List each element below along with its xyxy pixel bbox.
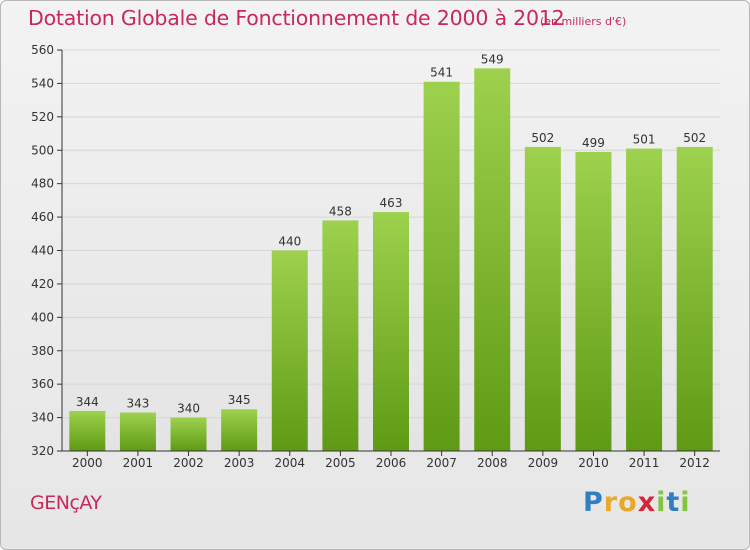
x-tick-label: 2010 xyxy=(578,456,609,470)
y-tick-label: 440 xyxy=(31,244,54,258)
bar-2012 xyxy=(676,146,713,452)
x-tick-label: 2007 xyxy=(426,456,457,470)
x-tick-label: 2001 xyxy=(123,456,154,470)
bar-2004 xyxy=(271,250,308,451)
logo-letter: o xyxy=(618,487,638,518)
bar-2010 xyxy=(575,151,612,451)
commune-name: GENçAY xyxy=(30,492,102,514)
y-tick-label: 520 xyxy=(31,110,54,124)
x-tick-label: 2011 xyxy=(629,456,660,470)
bar-2006 xyxy=(373,212,409,451)
bar-2000 xyxy=(69,410,106,451)
y-tick-label: 420 xyxy=(31,277,54,291)
x-tick-label: 2012 xyxy=(679,456,710,470)
y-tick-label: 360 xyxy=(31,377,54,391)
data-label: 463 xyxy=(380,196,403,210)
data-label: 499 xyxy=(582,136,605,150)
data-label: 502 xyxy=(683,131,706,145)
x-tick-label: 2005 xyxy=(325,456,356,470)
logo-letter: r xyxy=(603,487,619,518)
x-tick-label: 2002 xyxy=(173,456,204,470)
bar-2001 xyxy=(119,412,156,451)
proxiti-logo: Proxiti xyxy=(583,487,691,518)
data-label: 440 xyxy=(278,235,301,249)
y-tick-label: 380 xyxy=(31,344,54,358)
data-label: 345 xyxy=(228,393,251,407)
y-tick-label: 560 xyxy=(31,43,54,57)
data-labels: 344 343 340 345 440 458 463 541 549 502 499 501 502 xyxy=(76,52,706,415)
y-tick-label: 320 xyxy=(31,444,54,458)
bar-2003 xyxy=(221,409,258,451)
y-tick-label: 480 xyxy=(31,177,54,191)
y-tick-label: 400 xyxy=(31,310,54,324)
x-tick-label: 2004 xyxy=(274,456,305,470)
data-label: 458 xyxy=(329,204,352,218)
data-label: 501 xyxy=(633,133,656,147)
x-tick-label: 2003 xyxy=(224,456,255,470)
data-label: 340 xyxy=(177,402,200,416)
bar-2002 xyxy=(170,417,207,451)
x-tick-label: 2006 xyxy=(376,456,407,470)
data-label: 502 xyxy=(531,131,554,145)
y-tick-label: 500 xyxy=(31,143,54,157)
logo-letter: i xyxy=(656,487,667,518)
data-label: 541 xyxy=(430,66,453,80)
bar-2008 xyxy=(474,68,511,452)
chart-title: Dotation Globale de Fonctionnement de 20… xyxy=(28,6,565,30)
logo-letter: i xyxy=(680,487,691,518)
bars xyxy=(69,68,713,452)
x-tick-label: 2008 xyxy=(477,456,508,470)
x-tick-label: 2009 xyxy=(528,456,559,470)
bar-2011 xyxy=(626,148,663,451)
bar-2009 xyxy=(524,146,561,452)
data-label: 549 xyxy=(481,52,504,66)
y-tick-label: 460 xyxy=(31,210,54,224)
bar-2007 xyxy=(423,81,460,451)
axes: 320 340 360 380 400 420 440 460 480 500 520 540 560 2… xyxy=(31,43,720,470)
bar-2005 xyxy=(322,220,359,451)
logo-letter: P xyxy=(583,487,604,518)
data-label: 343 xyxy=(126,397,149,411)
chart-subtitle: (en milliers d'€) xyxy=(540,15,627,28)
y-tick-label: 340 xyxy=(31,411,54,425)
data-label: 344 xyxy=(76,395,99,409)
logo-letter: t xyxy=(666,487,681,518)
x-tick-label: 2000 xyxy=(72,456,103,470)
logo-letter: x xyxy=(637,487,657,518)
y-tick-label: 540 xyxy=(31,76,54,90)
